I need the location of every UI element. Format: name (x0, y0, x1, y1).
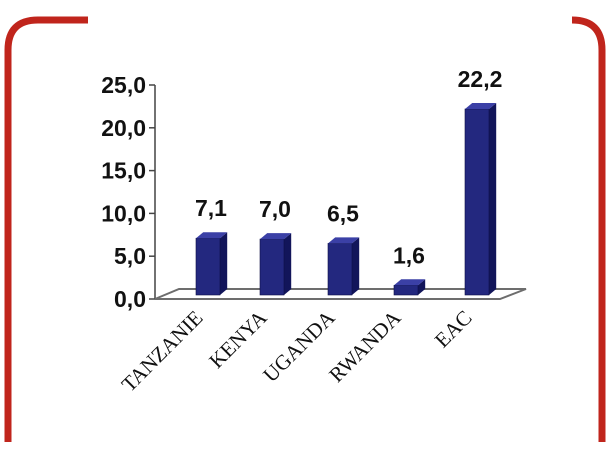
bar-top (465, 102, 497, 109)
bar-uganda (327, 237, 360, 296)
chart-bars (195, 102, 497, 296)
bar-top (394, 279, 426, 286)
data-label: 7,1 (195, 195, 227, 221)
y-tick-label: 5,0 (114, 243, 146, 269)
bar-front (259, 238, 285, 296)
data-label: 7,0 (259, 196, 291, 222)
bar-side (220, 232, 228, 295)
data-label: 22,2 (458, 66, 503, 92)
y-tick-label: 20,0 (101, 115, 146, 141)
bar-eac (464, 102, 497, 296)
x-tick-label: KENYA (204, 305, 272, 373)
bar-side (284, 233, 292, 295)
bar-top (328, 237, 360, 244)
data-labels: 7,1 7,0 6,5 1,6 22,2 (195, 66, 502, 268)
data-label: 1,6 (393, 242, 425, 268)
bar-front (327, 243, 353, 296)
x-tick-label: EAC (430, 306, 477, 353)
y-axis-ticks: 0,0 5,0 10,0 15,0 20,0 25,0 (101, 72, 155, 312)
y-tick-label: 15,0 (101, 158, 146, 184)
bar-side (418, 279, 426, 295)
bar-side (352, 237, 360, 295)
y-tick-label: 0,0 (114, 286, 146, 312)
bar-front (195, 237, 221, 296)
frame-right (571, 16, 606, 442)
bar-tanzanie (195, 232, 228, 296)
bar-front (464, 108, 490, 296)
y-tick-label: 25,0 (101, 72, 146, 98)
x-tick-label: TANZANIE (117, 306, 208, 397)
bar-front (393, 285, 419, 296)
chart-axes (154, 85, 527, 300)
frame-top-left (4, 16, 88, 442)
bar-kenya (259, 233, 292, 296)
bar-top (196, 232, 228, 239)
chart-floor (154, 288, 527, 300)
bar-side (489, 102, 497, 295)
bar-top (260, 233, 292, 240)
y-tick-label: 10,0 (101, 200, 146, 226)
x-tick-label: RWANDA (324, 305, 406, 387)
bar-rwanda (393, 279, 426, 296)
data-label: 6,5 (327, 200, 359, 226)
